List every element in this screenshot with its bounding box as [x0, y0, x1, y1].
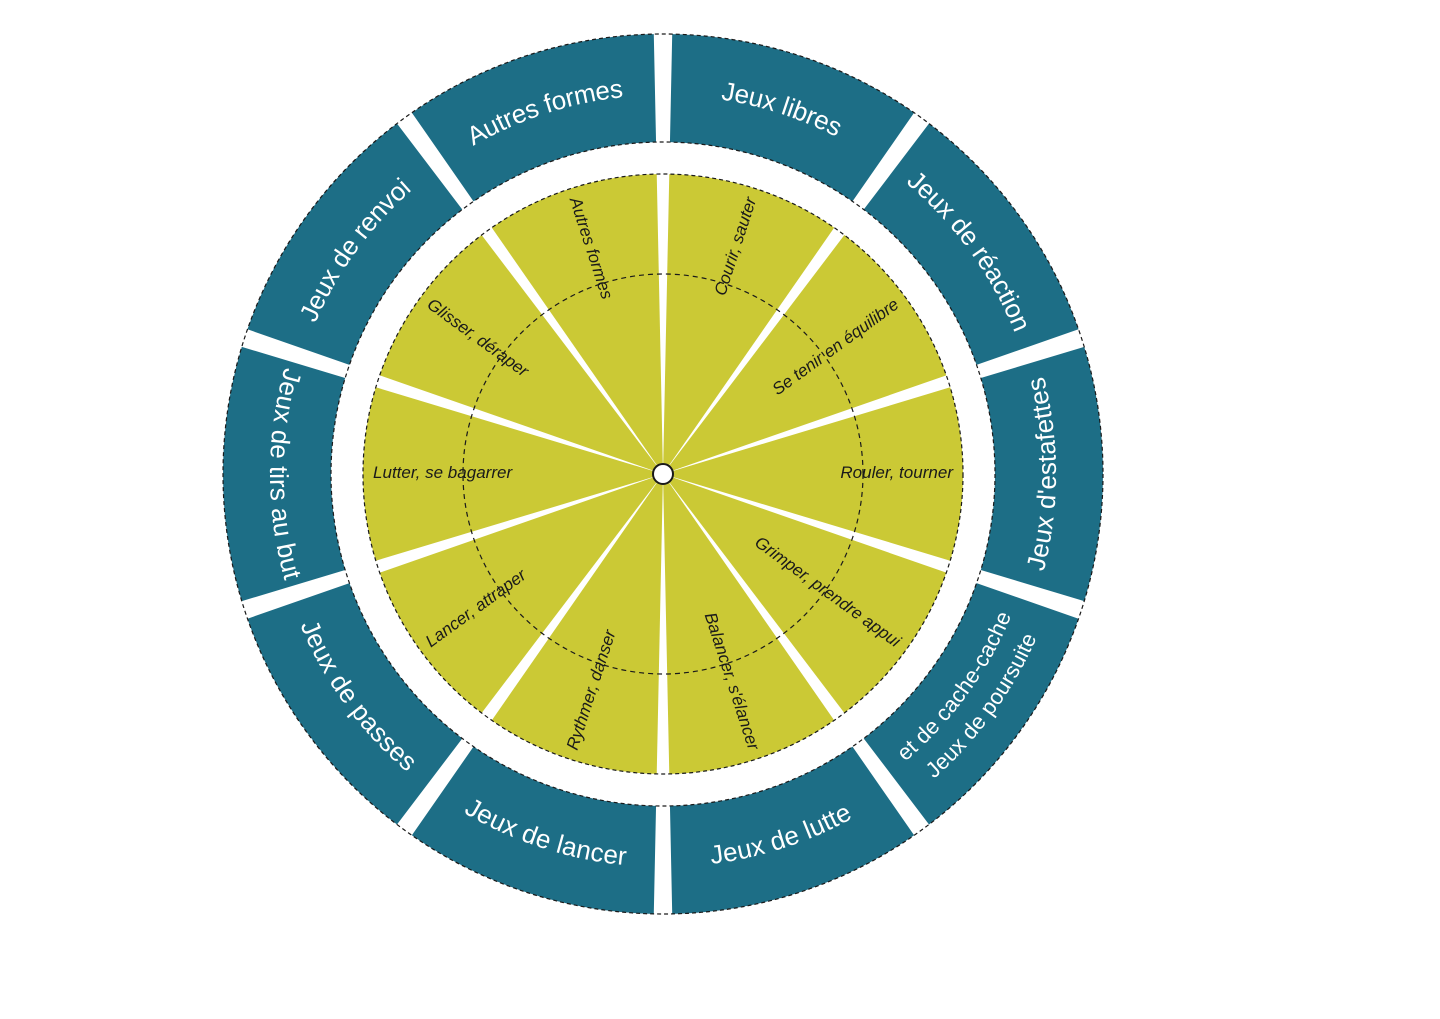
inner-label: Rouler, tourner [840, 463, 954, 482]
hub-circle [653, 464, 673, 484]
inner-label: Lutter, se bagarrer [373, 463, 513, 482]
radial-wheel-diagram: Jeux libresCourir, sauterJeux de réactio… [0, 0, 1440, 1019]
